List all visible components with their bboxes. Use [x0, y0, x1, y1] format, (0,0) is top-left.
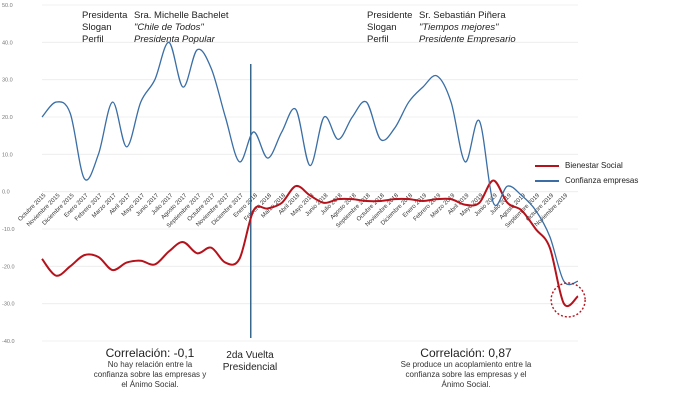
pinera-info: Presidente Sr. Sebastián Piñera Slogan "Ti… — [367, 10, 516, 46]
y-tick-label: 10.0 — [2, 152, 13, 158]
presidenta-label: Presidenta — [82, 10, 128, 21]
y-tick-label: 40.0 — [2, 40, 13, 46]
y-tick-label: -40.0 — [2, 339, 15, 345]
correlation-left: Correlación: -0,1 No hay relación entre … — [92, 346, 208, 390]
gridlines — [42, 4, 578, 342]
presidente-label: Presidente — [367, 10, 413, 21]
highlight-circle — [550, 282, 586, 318]
legend-item-confianza: Confianza empresas — [535, 173, 638, 188]
correlation-left-note: No hay relación entre la confianza sobre… — [93, 360, 207, 389]
perfil-label: Perfil — [367, 34, 389, 45]
legend-label-bienestar: Bienestar Social — [565, 161, 623, 170]
legend-swatch-confianza — [535, 179, 559, 182]
y-tick-label: 0.0 — [2, 190, 10, 196]
segunda-vuelta-label: 2da Vuelta Presidencial — [212, 350, 288, 374]
correlation-left-title: Correlación: -0,1 — [105, 346, 195, 360]
y-tick-label: 30.0 — [2, 78, 13, 84]
legend: Bienestar Social Confianza empresas — [535, 158, 638, 188]
vuelta-line2: Presidencial — [222, 362, 278, 373]
presidente-value: Sr. Sebastián Piñera — [419, 10, 506, 21]
slogan-label: Slogan — [82, 22, 112, 33]
correlation-right-title: Correlación: 0,87 — [420, 346, 512, 360]
correlation-right-note: Se produce un acoplamiento entre la conf… — [400, 360, 532, 389]
perfil-label: Perfil — [82, 34, 104, 45]
y-tick-label: -30.0 — [2, 302, 15, 308]
y-axis-ticks: 50.0 40.0 30.0 20.0 10.0 0.0 -10.0 -20.0 -30.0 -4… — [2, 3, 15, 345]
presidenta-value: Sra. Michelle Bachelet — [134, 10, 229, 21]
legend-swatch-bienestar — [535, 164, 559, 167]
bachelet-info: Presidenta Sra. Michelle Bachelet Slogan "… — [82, 10, 229, 46]
y-tick-label: -10.0 — [2, 227, 15, 233]
series-line-confianza-empresas — [41, 41, 579, 286]
y-tick-label: 20.0 — [2, 115, 13, 121]
slogan-value: "Chile de Todos" — [134, 22, 204, 33]
perfil-value: Presidente Empresario — [419, 34, 516, 45]
legend-label-confianza: Confianza empresas — [565, 176, 639, 185]
y-tick-label: -20.0 — [2, 264, 15, 270]
slogan-value: "Tiempos mejores" — [419, 22, 499, 33]
slogan-label: Slogan — [367, 22, 397, 33]
perfil-value: Presidenta Popular — [134, 34, 215, 45]
legend-item-bienestar: Bienestar Social — [535, 158, 638, 173]
vuelta-line1: 2da Vuelta — [226, 350, 274, 361]
series-lines — [41, 41, 579, 308]
y-tick-label: 50.0 — [2, 3, 13, 9]
correlation-right: Correlación: 0,87 Se produce un acoplami… — [396, 346, 536, 390]
